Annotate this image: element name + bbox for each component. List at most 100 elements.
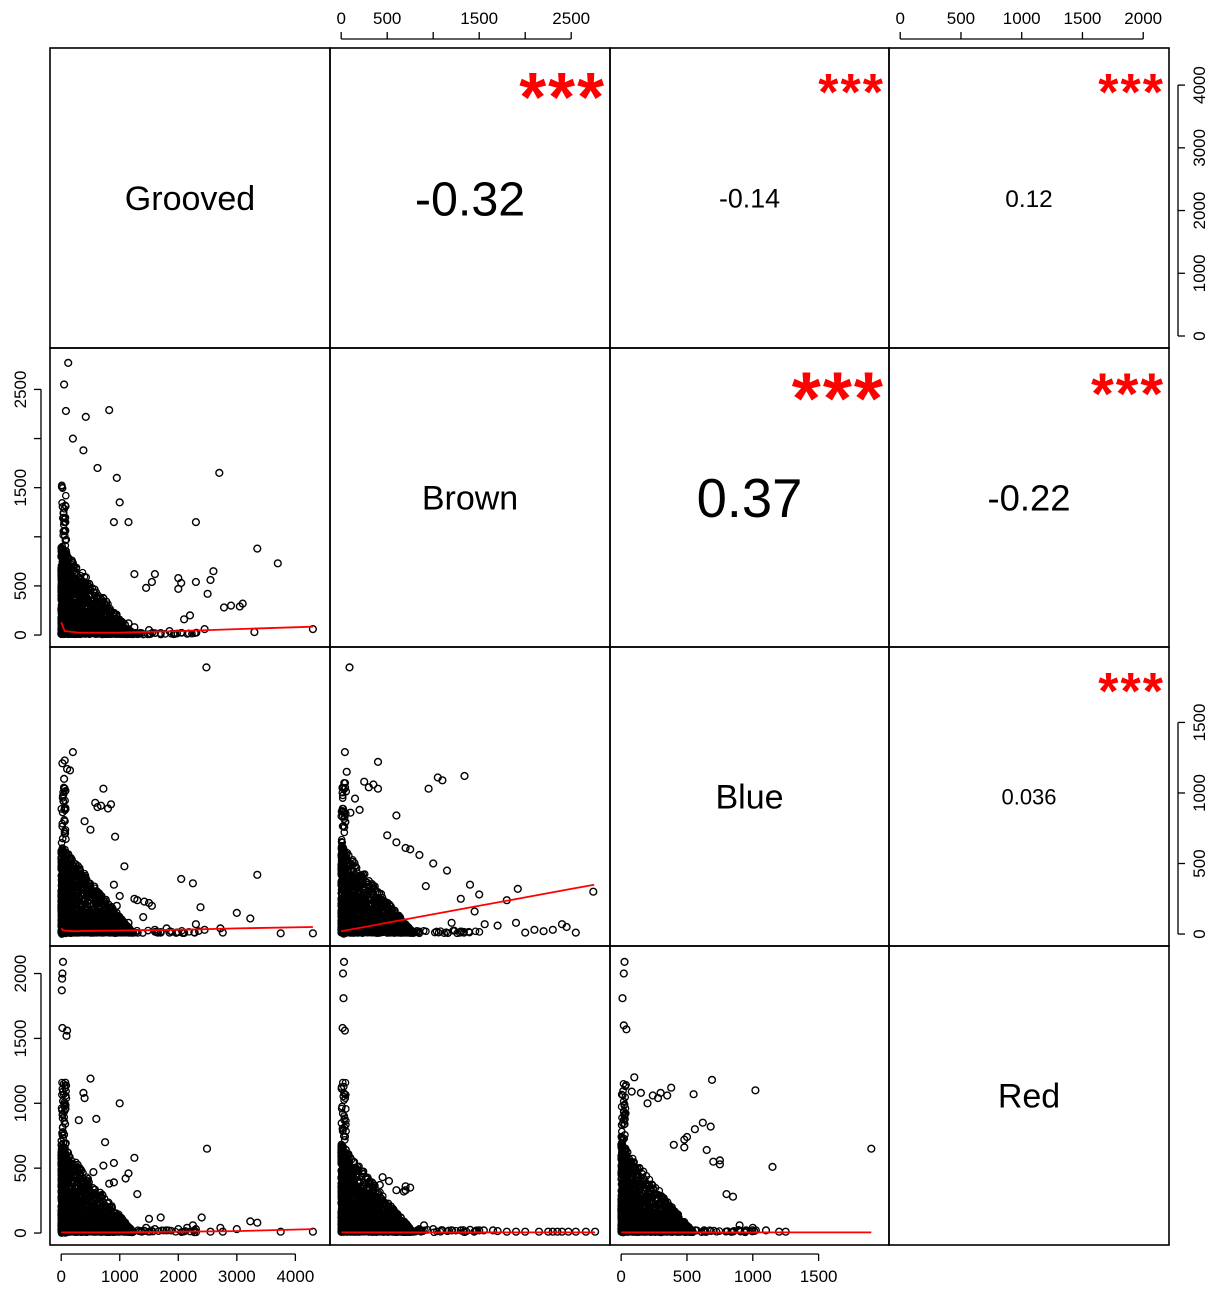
point-grooved-brown bbox=[98, 604, 106, 613]
point-grooved-brown bbox=[96, 594, 105, 603]
point-grooved-brown bbox=[59, 553, 67, 561]
point-brown-blue bbox=[571, 928, 580, 937]
point-grooved-blue bbox=[58, 834, 67, 843]
point-grooved-blue bbox=[105, 903, 114, 912]
point-grooved-brown bbox=[219, 603, 229, 612]
point-grooved-blue bbox=[61, 903, 70, 912]
point-grooved-brown bbox=[71, 613, 80, 622]
point-grooved-brown bbox=[124, 619, 133, 628]
point-grooved-brown bbox=[93, 463, 102, 473]
point-grooved-brown bbox=[130, 569, 139, 579]
point-grooved-brown bbox=[59, 509, 68, 517]
point-brown-blue bbox=[539, 927, 548, 936]
correlation-value-brown-red: -0.22 bbox=[988, 478, 1071, 519]
point-grooved-brown bbox=[104, 600, 112, 609]
point-grooved-brown bbox=[215, 468, 224, 478]
point-grooved-blue bbox=[103, 804, 113, 813]
point-grooved-blue bbox=[58, 912, 67, 920]
point-brown-blue bbox=[360, 777, 369, 786]
point-grooved-blue bbox=[253, 870, 262, 879]
point-grooved-brown bbox=[93, 594, 102, 603]
point-grooved-brown bbox=[185, 611, 195, 620]
correlation-value-brown-blue: 0.37 bbox=[697, 468, 803, 529]
point-grooved-brown bbox=[78, 599, 87, 607]
point-grooved-brown bbox=[64, 358, 73, 368]
point-grooved-blue bbox=[105, 912, 114, 920]
point-grooved-blue bbox=[95, 899, 104, 908]
point-grooved-blue bbox=[196, 903, 205, 912]
point-grooved-brown bbox=[77, 630, 86, 638]
point-grooved-blue bbox=[83, 902, 92, 911]
point-grooved-brown bbox=[58, 608, 67, 616]
fit-line-grooved-blue bbox=[60, 926, 313, 933]
point-grooved-blue bbox=[59, 860, 68, 869]
point-grooved-blue bbox=[120, 862, 129, 871]
significance-stars-grooved-red: *** bbox=[1098, 64, 1165, 122]
point-brown-blue bbox=[401, 843, 410, 853]
point-grooved-brown bbox=[61, 491, 70, 500]
point-grooved-blue bbox=[58, 864, 66, 873]
point-grooved-brown bbox=[115, 498, 124, 507]
point-grooved-blue bbox=[130, 894, 139, 903]
point-grooved-brown bbox=[59, 380, 69, 389]
correlation-value-blue-red: 0.036 bbox=[1001, 784, 1056, 809]
point-brown-blue bbox=[447, 918, 456, 927]
point-grooved-blue bbox=[62, 835, 70, 843]
point-grooved-blue bbox=[84, 909, 93, 918]
point-brown-blue bbox=[470, 907, 479, 916]
point-grooved-brown bbox=[89, 588, 98, 597]
point-grooved-brown bbox=[74, 581, 82, 589]
point-grooved-blue bbox=[162, 924, 171, 933]
point-grooved-blue bbox=[128, 928, 137, 937]
point-grooved-brown bbox=[110, 630, 119, 638]
point-grooved-brown bbox=[273, 559, 282, 568]
point-grooved-blue bbox=[60, 787, 69, 796]
point-brown-blue bbox=[530, 925, 539, 934]
point-grooved-blue bbox=[112, 901, 121, 910]
significance-stars-grooved-brown: *** bbox=[519, 58, 606, 136]
point-grooved-blue bbox=[246, 914, 255, 923]
point-brown-blue bbox=[493, 921, 502, 930]
point-brown-blue bbox=[340, 747, 350, 757]
point-grooved-brown bbox=[61, 513, 70, 522]
point-grooved-blue bbox=[60, 784, 68, 793]
point-grooved-brown bbox=[250, 627, 259, 637]
point-grooved-blue bbox=[58, 822, 67, 831]
significance-stars-brown-blue: *** bbox=[792, 356, 885, 440]
point-grooved-blue bbox=[115, 891, 124, 901]
point-grooved-brown bbox=[72, 570, 81, 579]
point-grooved-blue bbox=[88, 908, 97, 916]
point-grooved-brown bbox=[58, 589, 67, 598]
point-brown-blue bbox=[460, 771, 469, 781]
point-grooved-blue bbox=[62, 764, 72, 774]
point-brown-blue bbox=[465, 880, 475, 889]
significance-stars-brown-red: *** bbox=[1091, 362, 1165, 427]
point-grooved-brown bbox=[77, 607, 86, 616]
point-grooved-brown bbox=[70, 618, 78, 627]
point-grooved-blue bbox=[57, 930, 66, 938]
diagonal-label-grooved: Grooved bbox=[125, 180, 255, 218]
point-brown-blue bbox=[456, 894, 465, 903]
point-grooved-brown bbox=[180, 615, 189, 624]
point-grooved-blue bbox=[59, 774, 69, 784]
point-grooved-blue bbox=[91, 899, 100, 907]
point-grooved-brown bbox=[61, 518, 70, 526]
point-grooved-blue bbox=[124, 918, 133, 927]
point-grooved-blue bbox=[110, 832, 120, 841]
point-grooved-brown bbox=[59, 548, 67, 557]
point-grooved-brown bbox=[107, 630, 116, 638]
point-grooved-brown bbox=[87, 600, 96, 609]
point-grooved-brown bbox=[71, 590, 80, 598]
point-grooved-blue bbox=[58, 917, 67, 926]
point-grooved-blue bbox=[82, 918, 91, 926]
significance-stars-grooved-blue: *** bbox=[818, 64, 885, 122]
point-grooved-brown bbox=[71, 600, 79, 609]
point-grooved-brown bbox=[135, 629, 143, 638]
point-grooved-brown bbox=[253, 544, 262, 553]
point-grooved-brown bbox=[61, 406, 71, 416]
point-brown-blue bbox=[415, 850, 424, 860]
point-grooved-blue bbox=[116, 921, 125, 930]
point-grooved-blue bbox=[76, 870, 85, 879]
point-brown-blue bbox=[373, 757, 383, 767]
